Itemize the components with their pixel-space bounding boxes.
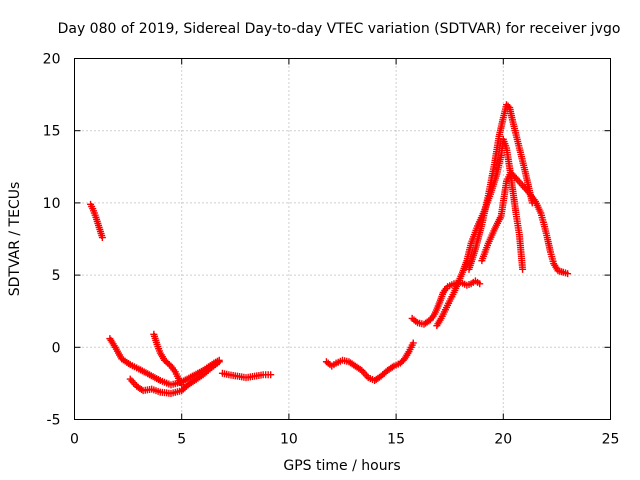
data-point: [215, 358, 223, 366]
data-point: [138, 386, 145, 394]
y-tick-label: 15: [43, 124, 61, 140]
x-tick-label: 15: [387, 432, 405, 448]
y-tick-label: 0: [52, 340, 61, 356]
y-axis-label: SDTVAR / TECUs: [7, 182, 23, 297]
y-tick-label: -5: [47, 413, 61, 429]
chart-title: Day 080 of 2019, Sidereal Day-to-day VTE…: [58, 21, 621, 37]
y-tick-labels: -5 0 5 10 15 20: [43, 52, 61, 429]
data-point: [476, 280, 484, 288]
data-point: [564, 270, 572, 278]
x-tick-label: 0: [70, 432, 79, 448]
plot-frame: [74, 58, 611, 420]
x-tick-label: 20: [494, 432, 512, 448]
axis-ticks: [74, 58, 611, 420]
data-point: [98, 234, 106, 242]
data-point: [409, 339, 417, 347]
x-tick-label: 5: [177, 432, 186, 448]
x-axis-label: GPS time / hours: [283, 458, 400, 474]
x-tick-labels: 0 5 10 15 20 25: [70, 432, 619, 448]
y-tick-label: 5: [52, 268, 61, 284]
y-tick-label: 20: [43, 52, 61, 68]
data-point: [165, 361, 173, 369]
y-tick-label: 10: [43, 196, 61, 212]
data-point: [178, 381, 186, 389]
x-tick-label: 10: [280, 432, 298, 448]
data-point: [388, 363, 396, 371]
data-point: [519, 265, 527, 273]
data-points: [87, 101, 572, 398]
x-tick-label: 25: [602, 432, 620, 448]
data-point: [267, 371, 275, 379]
